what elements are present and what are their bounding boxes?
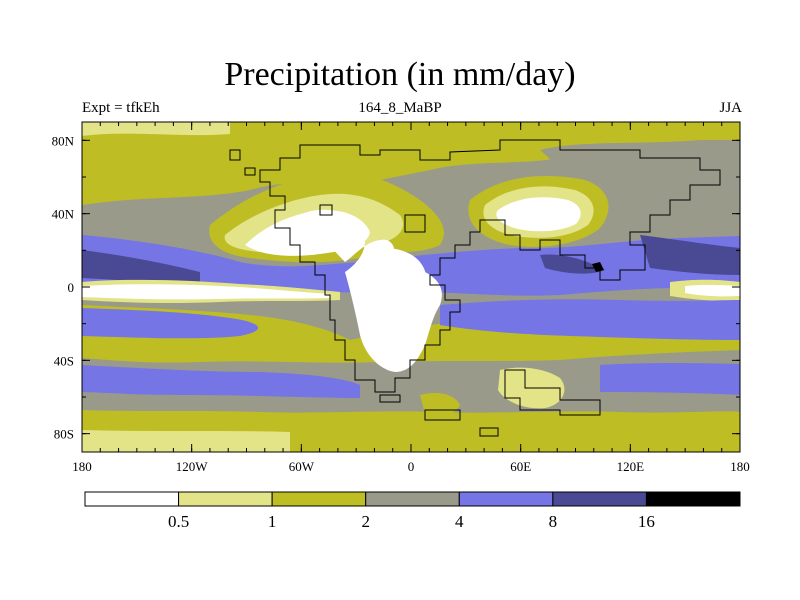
colorbar-swatch xyxy=(178,491,273,507)
colorbar-swatch xyxy=(552,491,647,507)
arctic-pale-patch xyxy=(82,122,230,136)
colorbar-label: 16 xyxy=(638,512,655,531)
south-storm-track-east xyxy=(600,363,740,395)
south-storm-track-west xyxy=(82,365,360,398)
southern-landmass-coastline xyxy=(504,369,601,416)
colorbar-swatch xyxy=(458,491,554,507)
colorbar-swatch xyxy=(84,491,180,507)
maritime-heavy-rain xyxy=(540,254,605,274)
antarctic-pale xyxy=(82,430,290,452)
experiment-label: Expt = tfkEh xyxy=(82,100,160,116)
equatorial-dry-tongue xyxy=(82,284,330,300)
x-tick-label: 60E xyxy=(510,459,531,474)
small-islands-coastline xyxy=(319,204,426,233)
y-tick-label: 80N xyxy=(52,133,75,148)
colorbar-swatch xyxy=(271,491,367,507)
y-tick-label: 80S xyxy=(54,427,74,442)
x-tick-label: 120E xyxy=(617,459,645,474)
x-tick-label: 120W xyxy=(176,459,209,474)
x-axis: 180 120W 60W 0 60E 120E 180 xyxy=(72,122,750,474)
colorbar-swatch xyxy=(645,491,741,507)
y-tick-label: 40S xyxy=(54,353,74,368)
x-tick-label: 0 xyxy=(408,459,415,474)
season-label: JJA xyxy=(719,100,742,116)
chart-title: Precipitation (in mm/day) xyxy=(224,56,576,93)
colorbar-label: 0.5 xyxy=(168,512,189,531)
x-tick-label: 60W xyxy=(289,459,315,474)
x-tick-label: 180 xyxy=(730,459,750,474)
supercontinent-dry-zone xyxy=(300,209,442,372)
east-dry-tongue xyxy=(685,284,740,297)
colorbar-label: 4 xyxy=(455,512,464,531)
y-tick-label: 0 xyxy=(68,280,75,295)
asia-dry-zone xyxy=(496,197,581,232)
extreme-rain-cell xyxy=(592,262,604,272)
colorbar-swatch xyxy=(365,491,460,507)
interior-dry-core xyxy=(369,248,427,305)
west-pacific-heavy-rain xyxy=(640,235,740,275)
colorbar-label: 8 xyxy=(549,512,558,531)
colorbar-label: 1 xyxy=(268,512,277,531)
colorbar: 0.5 1 2 4 8 16 xyxy=(84,491,741,531)
contour-field xyxy=(82,122,740,452)
y-tick-label: 40N xyxy=(52,207,75,222)
south-pacific-wet xyxy=(82,308,259,339)
period-label: 164_8_MaBP xyxy=(358,100,442,116)
indian-ocean-wet xyxy=(440,299,740,340)
y-axis: 80N 40N 0 40S 80S xyxy=(52,133,740,442)
supercontinent-coastline xyxy=(229,139,721,393)
pacific-heavy-rain xyxy=(82,250,200,285)
x-tick-label: 180 xyxy=(72,459,92,474)
colorbar-label: 2 xyxy=(361,512,370,531)
southern-islands-coastline xyxy=(379,394,499,437)
